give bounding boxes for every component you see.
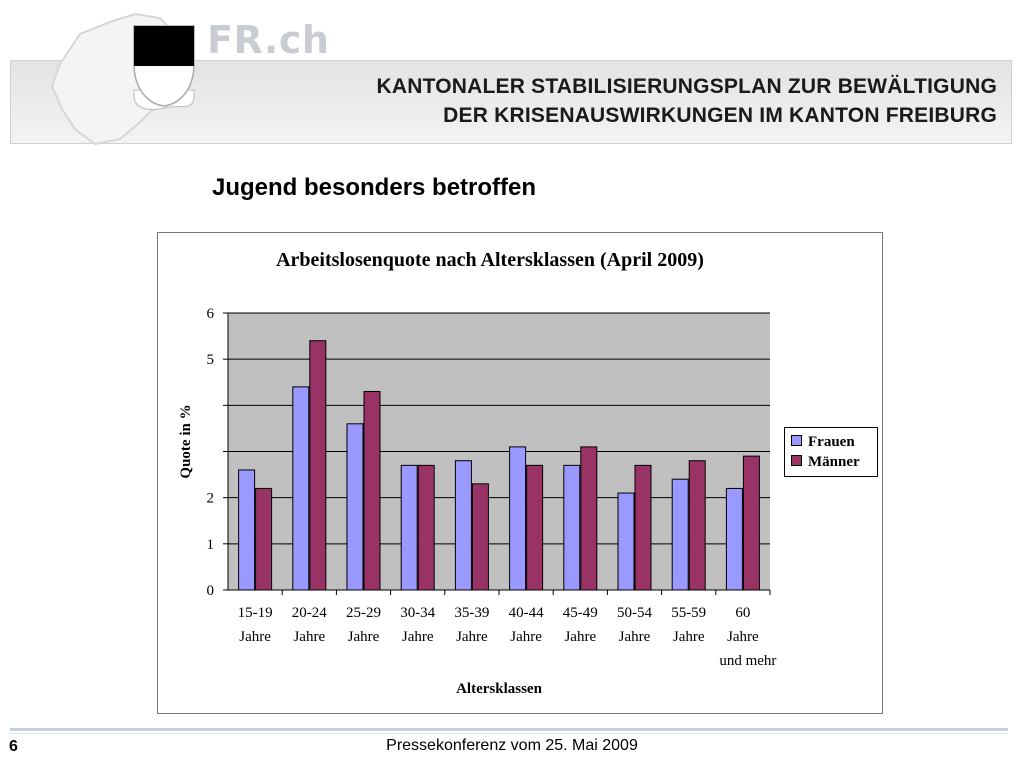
legend-label-maenner: Männer xyxy=(808,454,860,470)
bar-mnner-2 xyxy=(363,390,381,591)
x-category-label: 50-54 xyxy=(617,605,652,621)
x-category-label: und mehr xyxy=(719,653,776,669)
bar-mnner-9 xyxy=(742,455,760,591)
y-tick-label: 2 xyxy=(207,491,215,507)
x-category-label: Jahre xyxy=(293,629,325,645)
y-tick-label: 1 xyxy=(207,537,215,553)
x-category-label: 20-24 xyxy=(292,605,327,621)
header-title-line2: DER KRISENAUSWIRKUNGEN IM KANTON FREIBUR… xyxy=(443,104,997,127)
bar-frauen-6 xyxy=(563,464,581,591)
page-number: 6 xyxy=(9,738,18,755)
bar-frauen-0 xyxy=(238,469,256,591)
bar-mnner-8 xyxy=(688,460,706,591)
y-tick-label: 0 xyxy=(207,583,215,599)
x-category-label: Jahre xyxy=(456,629,488,645)
x-category-label: Jahre xyxy=(619,629,651,645)
bar-frauen-8 xyxy=(671,478,689,591)
x-category-label: 55-59 xyxy=(671,605,706,621)
chart-title: Arbeitslosenquote nach Altersklassen (Ap… xyxy=(276,249,704,271)
x-category-label: 45-49 xyxy=(563,605,598,621)
bar-frauen-9 xyxy=(725,487,743,591)
x-category-label: Jahre xyxy=(673,629,705,645)
legend-item-frauen: Frauen xyxy=(791,432,855,452)
bar-frauen-1 xyxy=(292,386,310,591)
bar-mnner-5 xyxy=(526,464,544,591)
y-tick-label: 5 xyxy=(207,352,215,368)
x-category-label: 15-19 xyxy=(238,605,273,621)
footer-divider-thin xyxy=(10,733,1008,734)
y-tick-label: 6 xyxy=(207,306,215,322)
footer-text: Pressekonferenz vom 25. Mai 2009 xyxy=(386,737,638,754)
x-category-label: 40-44 xyxy=(509,605,544,621)
x-category-label: Jahre xyxy=(510,629,542,645)
canton-map-logo xyxy=(50,12,195,146)
x-category-label: Jahre xyxy=(564,629,596,645)
footer-divider xyxy=(10,728,1008,731)
x-category-label: Jahre xyxy=(239,629,271,645)
brand-logo-text: FR.ch xyxy=(207,18,330,62)
x-category-label: Jahre xyxy=(402,629,434,645)
chart-frame: 0 1 2 5 6 15-19 Jahre 20-24 Jahre 25-29 Jahre 30-34… xyxy=(157,232,883,714)
x-axis-title: Altersklassen xyxy=(456,681,542,697)
bar-frauen-4 xyxy=(454,460,472,591)
bar-mnner-7 xyxy=(634,464,652,591)
x-category-label: 35-39 xyxy=(454,605,489,621)
bar-mnner-3 xyxy=(417,464,435,591)
legend-item-maenner: Männer xyxy=(791,452,860,472)
x-category-label: Jahre xyxy=(727,629,759,645)
bar-mnner-4 xyxy=(471,483,489,591)
bar-frauen-3 xyxy=(400,464,418,591)
legend-swatch-frauen xyxy=(791,435,802,446)
x-category-label: Jahre xyxy=(348,629,380,645)
x-category-label: 30-34 xyxy=(400,605,435,621)
bar-frauen-5 xyxy=(509,446,527,591)
bar-frauen-7 xyxy=(617,492,635,591)
bar-mnner-1 xyxy=(309,340,327,591)
slide-heading: Jugend besonders betroffen xyxy=(212,174,537,201)
chart-legend: Frauen Männer xyxy=(784,427,878,477)
x-category-label: 25-29 xyxy=(346,605,381,621)
bar-chart: 0 1 2 5 6 15-19 Jahre 20-24 Jahre 25-29 Jahre 30-34… xyxy=(178,306,776,697)
legend-label-frauen: Frauen xyxy=(808,434,855,450)
bar-mnner-0 xyxy=(255,487,273,591)
legend-swatch-maenner xyxy=(791,455,802,466)
bar-frauen-2 xyxy=(346,423,364,591)
y-axis-title: Quote in % xyxy=(178,404,194,478)
x-category-label: 60 xyxy=(735,605,750,621)
bar-mnner-6 xyxy=(580,446,598,591)
shield-icon-top xyxy=(134,26,194,66)
header-title-line1: KANTONALER STABILISIERUNGSPLAN ZUR BEWÄL… xyxy=(376,75,997,98)
header-title: KANTONALER STABILISIERUNGSPLAN ZUR BEWÄL… xyxy=(177,72,997,130)
